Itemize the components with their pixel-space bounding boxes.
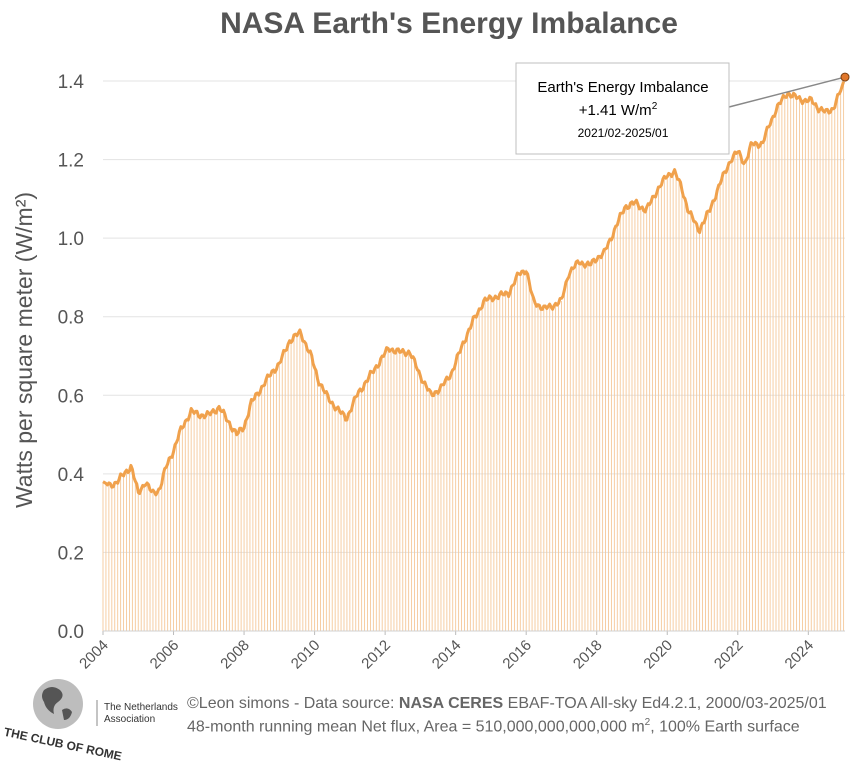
y-tick-label: 0.0	[58, 622, 84, 643]
x-tick-label: 2020	[640, 637, 676, 673]
club-of-rome-logo: THE CLUB OF ROME The Netherlands Associa…	[3, 679, 178, 762]
x-tick-label: 2006	[147, 637, 183, 673]
y-tick-label: 1.4	[58, 72, 85, 93]
globe-continents-icon	[42, 687, 72, 720]
y-tick-label: 0.6	[58, 386, 84, 407]
x-tick-label: 2024	[782, 637, 818, 673]
annotation-value: +1.41 W/m2	[579, 101, 658, 119]
y-tick-label: 1.2	[58, 151, 84, 172]
annotation-frame	[515, 62, 730, 155]
x-tick-label: 2022	[711, 637, 747, 673]
logo-name: THE CLUB OF ROME	[3, 725, 123, 762]
footer-source-line: ©Leon simons - Data source: NASA CERES E…	[187, 695, 827, 712]
annotation-box: Earth's Energy Imbalance +1.41 W/m2 2021…	[515, 62, 730, 155]
x-tick-label: 2008	[217, 637, 253, 673]
y-tick-label: 0.8	[58, 308, 84, 329]
series-line	[102, 81, 846, 497]
latest-value-marker	[840, 72, 850, 82]
x-axis-ticks: 2004 2006 2008 2010 2012 2014 2016 2018 2020 2022…	[76, 631, 817, 672]
y-tick-label: 0.4	[58, 465, 85, 486]
x-tick-label: 2014	[429, 637, 465, 673]
globe-icon	[33, 679, 83, 729]
x-tick-label: 2010	[288, 637, 324, 673]
annotation-title: Earth's Energy Imbalance	[537, 79, 708, 96]
x-tick-label: 2012	[358, 637, 394, 673]
annotation-period: 2021/02-2025/01	[578, 126, 669, 140]
logo-association-line1: The Netherlands	[104, 702, 178, 713]
logo-association-line2: Association	[104, 714, 155, 725]
x-tick-label: 2018	[570, 637, 606, 673]
footer-method-line: 48-month running mean Net flux, Area = 5…	[187, 717, 800, 736]
x-tick-label: 2016	[499, 637, 535, 673]
chart-title: NASA Earth's Energy Imbalance	[220, 7, 678, 40]
y-axis-label: Watts per square meter (W/m²)	[11, 192, 37, 508]
annotation-leader-line	[728, 76, 846, 108]
y-tick-label: 1.0	[58, 229, 84, 250]
area-hatching	[102, 81, 845, 631]
y-axis-ticks: 0.0 0.2 0.4 0.6 0.8 1.0 1.2 1.4	[58, 72, 85, 643]
y-tick-label: 0.2	[58, 543, 84, 564]
